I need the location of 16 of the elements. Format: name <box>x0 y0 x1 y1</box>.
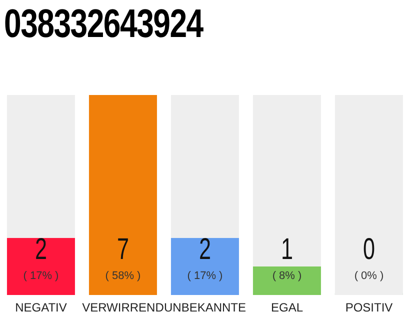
annotation: ( 0% ) <box>353 269 385 283</box>
data-label: 0 <box>362 233 376 267</box>
data-label: 2 <box>198 233 212 267</box>
annotation: ( 58% ) <box>104 269 142 283</box>
annotation: ( 17% ) <box>186 269 224 283</box>
data-label: 7 <box>116 233 130 267</box>
x-tick-label: VERWIRREND <box>82 300 164 315</box>
data-label: 1 <box>280 233 294 267</box>
x-tick-label: POSITIV <box>345 300 393 315</box>
annotation: ( 8% ) <box>271 269 303 283</box>
data-label: 2 <box>34 233 48 267</box>
annotation: ( 17% ) <box>22 269 60 283</box>
x-tick-label: EGAL <box>270 300 304 315</box>
x-tick-label: NEGATIV <box>15 300 67 315</box>
x-tick-label: UNBEKANNTE <box>164 300 246 315</box>
chart-title: 038332643924 <box>4 1 203 48</box>
